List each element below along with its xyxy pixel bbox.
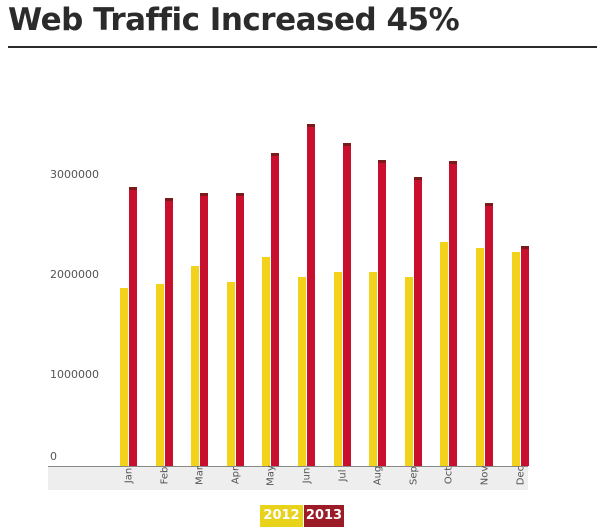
y-tick-0: 0 [50, 450, 57, 463]
x-tick-jun: Jun [301, 467, 313, 484]
x-tick-mar: Mar [194, 466, 206, 485]
bar-2013-aug[interactable] [378, 160, 387, 466]
bar-2013-dec[interactable] [520, 246, 529, 466]
x-tick-aug: Aug [372, 465, 384, 486]
bar-2013-apr[interactable] [235, 193, 244, 466]
bar-plot-area [110, 100, 529, 466]
bar-2012-feb[interactable] [155, 284, 164, 466]
bar-2013-may[interactable] [271, 153, 280, 466]
bar-2013-nov[interactable] [485, 203, 493, 466]
bar-2013-oct[interactable] [449, 161, 458, 466]
page-title: Web Traffic Increased 45% [8, 2, 460, 38]
bar-2012-apr[interactable] [226, 282, 235, 466]
bar-2012-aug[interactable] [369, 272, 378, 466]
bar-2013-jul[interactable] [342, 143, 351, 466]
bar-2012-jun[interactable] [298, 277, 306, 466]
x-tick-jan: Jan [123, 467, 135, 484]
bar-2012-dec[interactable] [511, 252, 520, 466]
bar-2013-feb[interactable] [164, 198, 173, 466]
bar-2012-jan[interactable] [120, 288, 128, 466]
bar-2012-oct[interactable] [440, 242, 449, 466]
x-axis [48, 466, 528, 490]
bar-2013-jun[interactable] [307, 124, 315, 466]
x-tick-nov: Nov [479, 465, 491, 486]
bar-2012-mar[interactable] [191, 266, 200, 466]
x-tick-feb: Feb [159, 466, 171, 485]
x-tick-may: May [265, 465, 277, 486]
x-tick-jul: Jul [337, 469, 349, 482]
x-tick-apr: Apr [230, 466, 242, 485]
y-tick-3000000: 3000000 [50, 168, 99, 181]
title-divider [8, 46, 597, 48]
x-tick-oct: Oct [443, 466, 455, 485]
x-tick-sep: Sep [408, 466, 420, 485]
bar-2012-sep[interactable] [404, 277, 413, 466]
legend-2012[interactable]: 2012 [260, 505, 303, 527]
y-tick-1000000: 1000000 [50, 368, 99, 381]
bar-2013-sep[interactable] [413, 177, 422, 466]
bar-2012-may[interactable] [262, 257, 271, 466]
y-tick-2000000: 2000000 [50, 268, 99, 281]
x-tick-dec: Dec [515, 465, 527, 486]
bar-2012-jul[interactable] [333, 272, 342, 466]
bar-2013-mar[interactable] [200, 193, 209, 466]
bar-2012-nov[interactable] [476, 248, 484, 466]
legend-2013[interactable]: 2013 [304, 505, 344, 527]
bar-2013-jan[interactable] [129, 187, 137, 466]
